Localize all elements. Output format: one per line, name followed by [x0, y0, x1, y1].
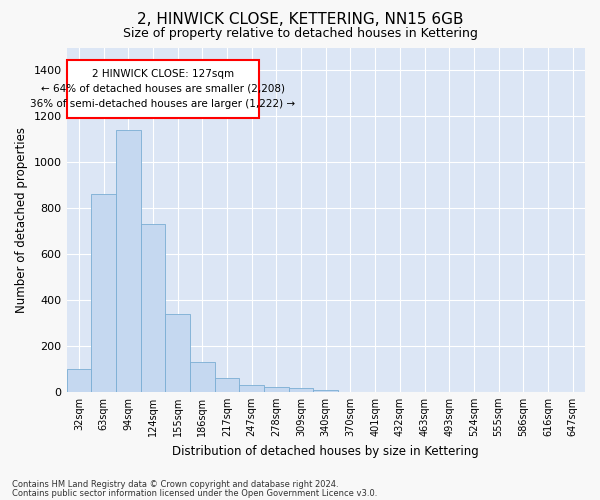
Bar	[165, 314, 190, 392]
X-axis label: Distribution of detached houses by size in Kettering: Distribution of detached houses by size …	[172, 444, 479, 458]
Bar	[91, 194, 116, 392]
Text: Size of property relative to detached houses in Kettering: Size of property relative to detached ho…	[122, 28, 478, 40]
Y-axis label: Number of detached properties: Number of detached properties	[15, 126, 28, 312]
Text: Contains public sector information licensed under the Open Government Licence v3: Contains public sector information licen…	[12, 488, 377, 498]
Text: 2 HINWICK CLOSE: 127sqm
← 64% of detached houses are smaller (2,208)
36% of semi: 2 HINWICK CLOSE: 127sqm ← 64% of detache…	[30, 69, 295, 108]
Bar	[67, 369, 91, 392]
Bar	[289, 388, 313, 392]
Bar	[264, 387, 289, 392]
Bar	[215, 378, 239, 392]
Bar	[116, 130, 140, 392]
FancyBboxPatch shape	[67, 60, 259, 118]
Bar	[140, 224, 165, 392]
Bar	[313, 390, 338, 392]
Text: 2, HINWICK CLOSE, KETTERING, NN15 6GB: 2, HINWICK CLOSE, KETTERING, NN15 6GB	[137, 12, 463, 28]
Bar	[190, 362, 215, 392]
Text: Contains HM Land Registry data © Crown copyright and database right 2024.: Contains HM Land Registry data © Crown c…	[12, 480, 338, 489]
Bar	[239, 385, 264, 392]
